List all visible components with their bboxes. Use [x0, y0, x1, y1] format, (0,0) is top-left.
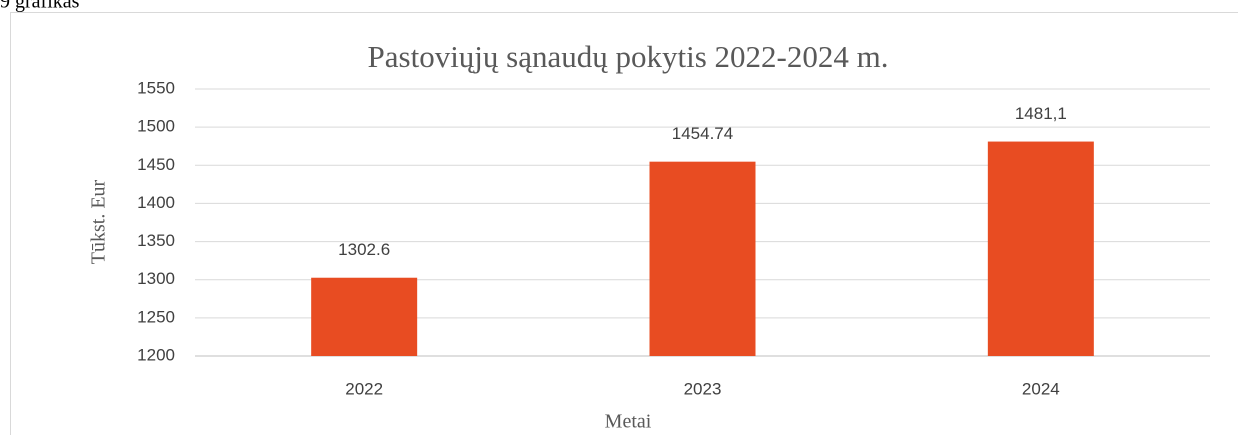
- caption: 9 grafikas: [0, 0, 80, 13]
- y-tick-label: 1300: [137, 269, 175, 288]
- data-label: 1302.6: [338, 240, 390, 259]
- y-tick-label: 1350: [137, 231, 175, 250]
- y-tick-label: 1250: [137, 307, 175, 326]
- bar: [311, 277, 418, 356]
- bar: [987, 141, 1094, 356]
- data-label: 1481,1: [1015, 104, 1067, 123]
- y-tick-label: 1450: [137, 155, 175, 174]
- x-tick-label: 2024: [1022, 379, 1060, 398]
- data-label: 1454.74: [672, 124, 733, 143]
- chart-title: Pastoviųjų sąnaudų pokytis 2022-2024 m.: [368, 39, 889, 74]
- y-tick-label: 1500: [137, 117, 175, 136]
- x-tick-label: 2022: [345, 379, 383, 398]
- x-tick-label: 2023: [684, 379, 722, 398]
- x-axis-label: Metai: [605, 411, 652, 433]
- y-tick-label: 1400: [137, 193, 175, 212]
- bar: [649, 161, 756, 356]
- y-axis-label: Tūkst. Eur: [88, 179, 110, 264]
- y-tick-label: 1200: [137, 345, 175, 364]
- y-tick-label: 1550: [137, 78, 175, 97]
